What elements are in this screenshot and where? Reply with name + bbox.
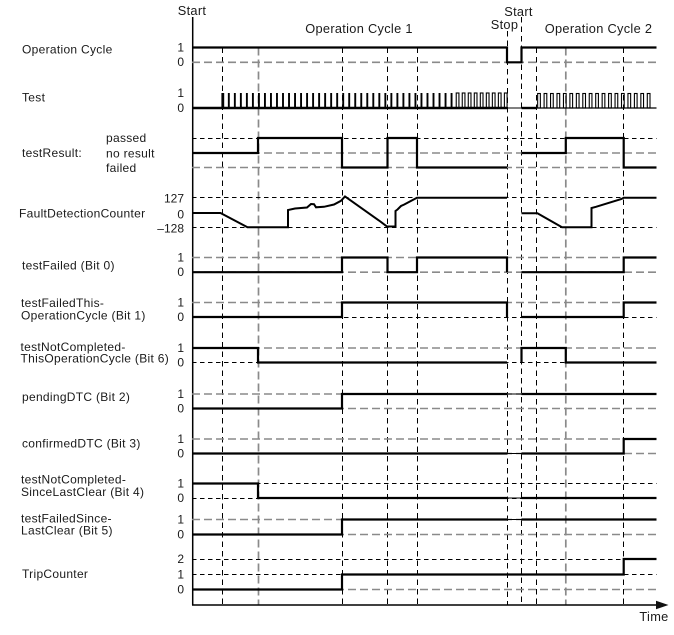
svg-text:Stop: Stop: [491, 17, 519, 32]
svg-text:Operation Cycle 1: Operation Cycle 1: [305, 21, 413, 36]
svg-text:0: 0: [177, 583, 184, 597]
svg-text:0: 0: [177, 491, 184, 505]
svg-text:0: 0: [177, 207, 184, 221]
svg-text:FaultDetectionCounter: FaultDetectionCounter: [19, 206, 145, 220]
svg-text:1: 1: [177, 341, 184, 355]
svg-text:ThisOperationCycle (Bit 6): ThisOperationCycle (Bit 6): [21, 351, 170, 365]
svg-text:1: 1: [177, 86, 184, 100]
svg-text:0: 0: [177, 101, 184, 115]
svg-text:testFailed (Bit 0): testFailed (Bit 0): [22, 258, 115, 272]
svg-text:Time: Time: [639, 609, 668, 624]
svg-text:1: 1: [177, 513, 184, 527]
svg-text:2: 2: [177, 552, 184, 566]
svg-text:passed: passed: [106, 131, 147, 145]
svg-text:failed: failed: [106, 161, 137, 175]
svg-text:confirmedDTC (Bit 3): confirmedDTC (Bit 3): [22, 437, 141, 451]
svg-text:1: 1: [177, 296, 184, 310]
svg-text:Start: Start: [504, 4, 533, 19]
svg-text:1: 1: [177, 432, 184, 446]
svg-text:testResult:: testResult:: [22, 146, 82, 160]
svg-text:1: 1: [177, 251, 184, 265]
svg-text:OperationCycle (Bit 1): OperationCycle (Bit 1): [21, 308, 146, 322]
svg-text:testFailedSince-: testFailedSince-: [21, 511, 112, 525]
svg-text:0: 0: [177, 55, 184, 69]
svg-text:127: 127: [164, 192, 184, 206]
svg-text:TripCounter: TripCounter: [22, 567, 88, 581]
svg-text:testNotCompleted-: testNotCompleted-: [21, 473, 126, 487]
svg-text:0: 0: [177, 356, 184, 370]
svg-text:0: 0: [177, 265, 184, 279]
svg-text:no result: no result: [106, 147, 155, 161]
svg-text:0: 0: [177, 402, 184, 416]
svg-text:0: 0: [177, 528, 184, 542]
svg-text:–128: –128: [157, 222, 184, 236]
svg-text:Operation Cycle: Operation Cycle: [22, 43, 113, 57]
svg-text:1: 1: [177, 41, 184, 55]
svg-text:Operation Cycle 2: Operation Cycle 2: [545, 21, 653, 36]
svg-text:1: 1: [177, 568, 184, 582]
svg-text:SinceLastClear (Bit 4): SinceLastClear (Bit 4): [21, 485, 144, 499]
svg-text:testFailedThis-: testFailedThis-: [21, 296, 104, 310]
svg-text:LastClear (Bit 5): LastClear (Bit 5): [21, 524, 113, 538]
svg-text:Start: Start: [178, 3, 207, 18]
svg-text:testNotCompleted-: testNotCompleted-: [21, 340, 126, 354]
svg-text:0: 0: [177, 447, 184, 461]
svg-text:1: 1: [177, 477, 184, 491]
svg-text:0: 0: [177, 310, 184, 324]
svg-text:pendingDTC (Bit 2): pendingDTC (Bit 2): [22, 390, 130, 404]
svg-text:Test: Test: [22, 91, 46, 105]
svg-text:1: 1: [177, 387, 184, 401]
